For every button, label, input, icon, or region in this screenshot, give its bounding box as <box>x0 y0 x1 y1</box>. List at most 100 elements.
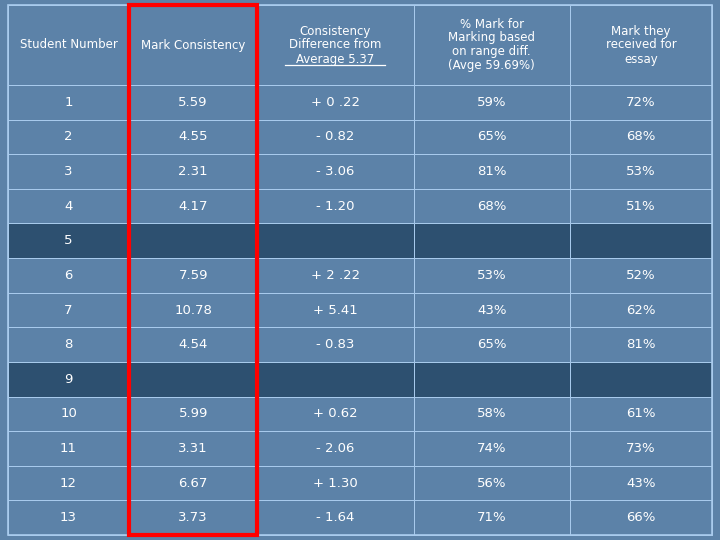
Bar <box>129 258 257 293</box>
Bar <box>129 293 257 327</box>
Text: - 3.06: - 3.06 <box>316 165 354 178</box>
Bar <box>8 85 129 120</box>
Text: + 2 .22: + 2 .22 <box>311 269 360 282</box>
Bar <box>8 396 129 431</box>
Text: 53%: 53% <box>626 165 656 178</box>
Bar <box>570 258 712 293</box>
Bar <box>413 5 570 85</box>
Text: 2.31: 2.31 <box>179 165 208 178</box>
Bar <box>257 362 413 396</box>
Bar <box>8 154 129 189</box>
Bar <box>8 5 129 85</box>
Bar <box>129 431 257 466</box>
Bar <box>570 189 712 224</box>
Text: 43%: 43% <box>477 303 506 316</box>
Text: 6.67: 6.67 <box>179 477 208 490</box>
Text: 8: 8 <box>64 338 73 351</box>
Bar <box>570 431 712 466</box>
Text: 81%: 81% <box>477 165 506 178</box>
Text: 65%: 65% <box>477 338 506 351</box>
Bar <box>570 154 712 189</box>
Bar <box>257 5 413 85</box>
Bar <box>129 120 257 154</box>
Bar <box>8 501 129 535</box>
Text: % Mark for: % Mark for <box>459 17 523 30</box>
Bar <box>129 189 257 224</box>
Text: 61%: 61% <box>626 407 656 420</box>
Bar <box>570 5 712 85</box>
Bar <box>257 501 413 535</box>
Bar <box>129 501 257 535</box>
Bar <box>570 120 712 154</box>
Bar <box>413 396 570 431</box>
Text: 4.54: 4.54 <box>179 338 208 351</box>
Bar <box>257 154 413 189</box>
Bar <box>413 154 570 189</box>
Text: essay: essay <box>624 52 658 65</box>
Bar <box>257 189 413 224</box>
Bar <box>257 431 413 466</box>
Bar <box>570 501 712 535</box>
Bar <box>257 327 413 362</box>
Bar <box>257 120 413 154</box>
Bar <box>8 189 129 224</box>
Bar <box>129 85 257 120</box>
Text: 58%: 58% <box>477 407 506 420</box>
Text: 68%: 68% <box>626 131 656 144</box>
Text: Average 5.37: Average 5.37 <box>296 52 374 65</box>
Text: 9: 9 <box>64 373 73 386</box>
Text: 73%: 73% <box>626 442 656 455</box>
Bar <box>257 224 413 258</box>
Text: 68%: 68% <box>477 200 506 213</box>
Bar <box>257 466 413 501</box>
Text: 3.73: 3.73 <box>179 511 208 524</box>
Bar <box>8 466 129 501</box>
Bar <box>129 327 257 362</box>
Bar <box>413 362 570 396</box>
Bar <box>413 189 570 224</box>
Text: 74%: 74% <box>477 442 506 455</box>
Bar <box>129 466 257 501</box>
Text: 71%: 71% <box>477 511 506 524</box>
Bar <box>257 258 413 293</box>
Bar <box>8 5 712 85</box>
Bar <box>129 5 257 85</box>
Text: 52%: 52% <box>626 269 656 282</box>
Text: + 1.30: + 1.30 <box>313 477 358 490</box>
Bar <box>413 466 570 501</box>
Bar <box>413 327 570 362</box>
Bar <box>8 362 129 396</box>
Bar <box>257 85 413 120</box>
Text: - 2.06: - 2.06 <box>316 442 354 455</box>
Text: 7.59: 7.59 <box>179 269 208 282</box>
Text: 1: 1 <box>64 96 73 109</box>
Bar <box>413 501 570 535</box>
Text: 12: 12 <box>60 477 77 490</box>
Bar <box>413 293 570 327</box>
Text: + 5.41: + 5.41 <box>313 303 358 316</box>
Text: Mark Consistency: Mark Consistency <box>141 38 246 51</box>
Text: 66%: 66% <box>626 511 656 524</box>
Text: 56%: 56% <box>477 477 506 490</box>
Text: 7: 7 <box>64 303 73 316</box>
Text: Student Number: Student Number <box>19 38 117 51</box>
Bar <box>413 431 570 466</box>
Text: 62%: 62% <box>626 303 656 316</box>
Bar <box>8 258 129 293</box>
Bar <box>129 5 257 535</box>
Bar <box>8 431 129 466</box>
Bar <box>570 224 712 258</box>
Text: 81%: 81% <box>626 338 656 351</box>
Bar <box>129 362 257 396</box>
Text: 5.99: 5.99 <box>179 407 208 420</box>
Text: on range diff.: on range diff. <box>452 45 531 58</box>
Text: received for: received for <box>606 38 676 51</box>
Bar <box>570 466 712 501</box>
Text: 72%: 72% <box>626 96 656 109</box>
Bar <box>413 85 570 120</box>
Text: 4.55: 4.55 <box>179 131 208 144</box>
Text: 65%: 65% <box>477 131 506 144</box>
Text: 6: 6 <box>64 269 73 282</box>
Text: 5.59: 5.59 <box>179 96 208 109</box>
Text: 4: 4 <box>64 200 73 213</box>
